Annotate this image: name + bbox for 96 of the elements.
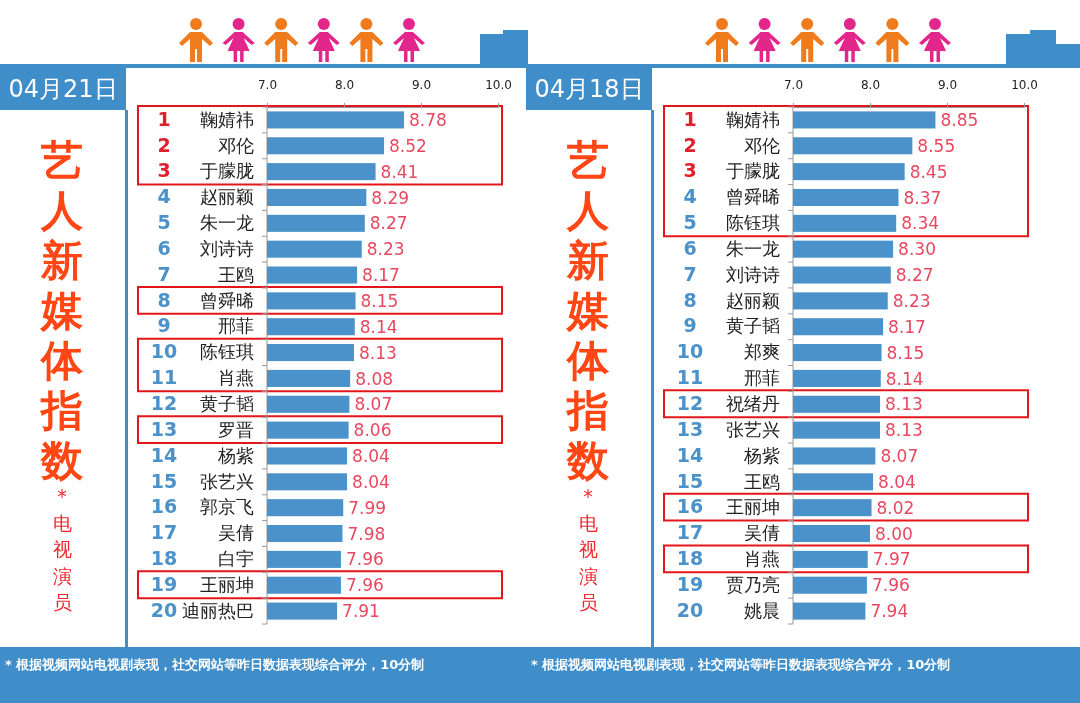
data-label: 8.41 xyxy=(380,161,419,182)
y-tick-label: 15 张艺兴 xyxy=(150,469,254,492)
data-label: 7.98 xyxy=(347,523,386,544)
data-label: 7.96 xyxy=(345,575,384,596)
data-label: 8.45 xyxy=(909,161,948,182)
text: * 根据视频网站电视剧表现，社交网站等昨日数据表现综合评分，10分制 xyxy=(5,657,425,672)
category-label: 6 朱一龙 xyxy=(683,236,780,259)
category-label: 6 刘诗诗 xyxy=(157,236,254,259)
data-label: 8.02 xyxy=(876,497,915,518)
data-label: 7.97 xyxy=(872,549,911,570)
data-label: 7.96 xyxy=(345,549,384,570)
data-label: 7.94 xyxy=(870,601,909,622)
data-label: 8.14 xyxy=(885,368,924,389)
category-label: 1 鞠婧祎 xyxy=(157,107,254,130)
data-label: 8.34 xyxy=(901,213,940,234)
category-label: 1 鞠婧祎 xyxy=(683,107,780,130)
data-label: 8.27 xyxy=(369,213,408,234)
category-label: 5 陈钰琪 xyxy=(683,211,780,234)
category-label: 18 白宇 xyxy=(150,547,254,570)
y-tick-label: 13 张艺兴 xyxy=(676,417,780,440)
y-tick-label: 19 贾乃亮 xyxy=(676,572,780,595)
data-label: 7.99 xyxy=(348,497,387,518)
data-label: 8.07 xyxy=(354,394,393,415)
x-tick-label: 7.0 xyxy=(257,78,278,92)
category-label: 11 肖燕 xyxy=(150,366,254,389)
data-label: 8.13 xyxy=(885,394,923,415)
category-label: 15 王鸥 xyxy=(676,469,780,492)
category-label: 9 黄子韬 xyxy=(683,314,780,337)
category-label: 10 郑爽 xyxy=(676,340,780,363)
data-label: 8.13 xyxy=(359,342,397,363)
x-tick-label: 8.0 xyxy=(334,78,355,92)
y-tick-label: 12 祝绪丹 xyxy=(676,392,780,415)
category-label: 17 吴倩 xyxy=(150,521,254,544)
data-label: 8.23 xyxy=(366,239,405,260)
x-tick-label: 7.0 xyxy=(783,78,804,92)
data-label: 8.14 xyxy=(359,316,398,337)
data-label: 8.15 xyxy=(360,290,399,311)
category-label: 13 罗晋 xyxy=(150,417,254,440)
y-tick-label: 19 王丽坤 xyxy=(150,572,254,595)
data-label: 8.17 xyxy=(888,316,926,337)
data-label: 8.08 xyxy=(355,368,394,389)
category-label: 9 邢菲 xyxy=(157,314,254,337)
text: 04月21日 xyxy=(8,75,118,103)
text: 艺人新媒体指数 xyxy=(565,136,610,485)
category-label: 3 于朦胧 xyxy=(157,159,254,182)
y-tick-label: 16 王丽坤 xyxy=(676,495,780,518)
data-label: 8.04 xyxy=(352,471,390,492)
data-label: 8.15 xyxy=(886,342,925,363)
category-label: 14 杨紫 xyxy=(150,443,254,466)
y-tick-label: 20 迪丽热巴 xyxy=(150,598,254,621)
data-label: 8.00 xyxy=(875,523,913,544)
data-label: 8.78 xyxy=(409,110,447,131)
data-label: 8.37 xyxy=(903,187,942,208)
category-label: 18 肖燕 xyxy=(676,547,780,570)
data-label: 7.91 xyxy=(342,601,380,622)
data-label: 7.96 xyxy=(871,575,910,596)
data-label: 8.17 xyxy=(362,265,400,286)
x-tick-label: 9.0 xyxy=(411,78,432,92)
category-label: 20 姚晨 xyxy=(676,598,780,621)
category-label: 5 朱一龙 xyxy=(157,211,254,234)
data-label: 8.06 xyxy=(353,420,392,441)
data-label: 8.29 xyxy=(371,187,410,208)
category-label: 4 赵丽颖 xyxy=(157,185,254,208)
text: * 根据视频网站电视剧表现，社交网站等昨日数据表现综合评分，10分制 xyxy=(531,657,951,672)
category-label: 2 邓伦 xyxy=(157,133,254,156)
text: * 电视演员 xyxy=(52,485,72,613)
category-label: 8 曾舜晞 xyxy=(157,288,254,311)
category-label: 4 曾舜晞 xyxy=(683,185,780,208)
category-label: 7 王鸥 xyxy=(157,262,254,285)
data-label: 8.52 xyxy=(389,135,427,156)
data-label: 8.27 xyxy=(895,265,934,286)
y-tick-label: 12 黄子韬 xyxy=(150,392,254,415)
y-tick-label: 16 郭京飞 xyxy=(150,495,254,518)
category-label: 11 邢菲 xyxy=(676,366,780,389)
data-label: 8.13 xyxy=(885,420,923,441)
category-label: 14 杨紫 xyxy=(676,443,780,466)
data-label: 8.04 xyxy=(878,471,916,492)
x-tick-label: 10.0 xyxy=(485,78,512,92)
text: 04月18日 xyxy=(534,75,644,103)
data-label: 8.55 xyxy=(917,135,956,156)
category-label: 2 邓伦 xyxy=(683,133,780,156)
text: 艺人新媒体指数 xyxy=(39,136,84,485)
data-label: 8.30 xyxy=(898,239,936,260)
x-tick-label: 8.0 xyxy=(860,78,881,92)
data-label: 8.07 xyxy=(880,446,919,467)
x-tick-label: 9.0 xyxy=(937,78,958,92)
x-tick-label: 10.0 xyxy=(1011,78,1038,92)
category-label: 17 吴倩 xyxy=(676,521,780,544)
y-tick-label: 10 陈钰琪 xyxy=(150,340,254,363)
category-label: 7 刘诗诗 xyxy=(683,262,780,285)
category-label: 8 赵丽颖 xyxy=(683,288,780,311)
data-label: 8.85 xyxy=(940,110,979,131)
category-label: 3 于朦胧 xyxy=(683,159,780,182)
data-label: 8.23 xyxy=(892,290,931,311)
data-label: 8.04 xyxy=(352,446,390,467)
text: * 电视演员 xyxy=(578,485,598,613)
